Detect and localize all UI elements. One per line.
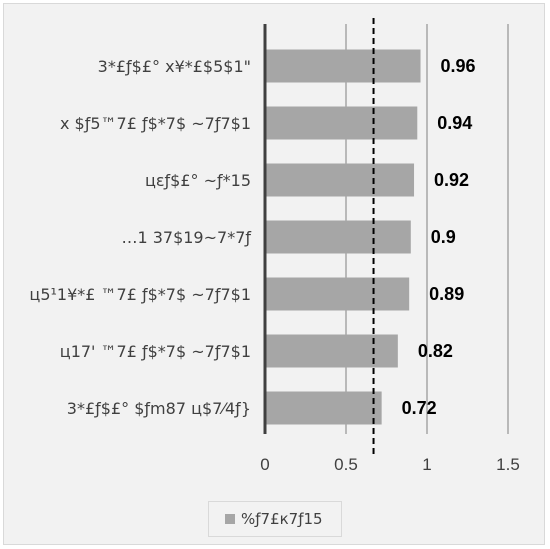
category-label: ц5¹1¥*£ ™7£ ƒ$*7$ ~7ƒ7$1: [29, 285, 251, 304]
data-label: 0.72: [402, 398, 437, 418]
bar-chart: 0 0.5 1 1.5 3*£ƒ$£° x¥*£$5$1" 0.96 x $ƒ5™7£ ƒ$…: [29, 18, 520, 474]
bar: [265, 391, 382, 425]
axes: [263, 18, 375, 456]
data-label: 0.89: [429, 284, 464, 304]
category-label: …1 37$19~7*7ƒ: [121, 228, 251, 247]
category-label: 3*£ƒ$£° x¥*£$5$1": [98, 57, 251, 76]
bar: [265, 334, 398, 368]
data-label: 0.92: [434, 170, 469, 190]
data-label: 0.96: [441, 56, 476, 76]
bar: [265, 163, 415, 197]
chart-frame: 0 0.5 1 1.5 3*£ƒ$£° x¥*£$5$1" 0.96 x $ƒ5™7£ ƒ$…: [3, 3, 545, 545]
data-label: 0.9: [431, 227, 456, 247]
x-tick-label: 1.5: [496, 455, 520, 474]
bar: [265, 277, 410, 311]
data-label: 0.94: [437, 113, 472, 133]
legend-swatch: [225, 514, 235, 524]
bar: [265, 220, 411, 254]
x-tick-label: 0.5: [334, 455, 358, 474]
bar: [265, 49, 421, 83]
category-label: 3*£ƒ$£° $ƒm87 ц$7⁄4ƒ}: [67, 399, 251, 418]
data-label: 0.82: [418, 341, 453, 361]
category-label: x $ƒ5™7£ ƒ$*7$ ~7ƒ7$1: [60, 114, 251, 133]
x-tick-label: 1: [422, 455, 431, 474]
category-label: цɛƒ$£° ~ƒ*15: [145, 171, 251, 190]
labels: 0 0.5 1 1.5 3*£ƒ$£° x¥*£$5$1" 0.96 x $ƒ5™7£ ƒ$…: [29, 56, 519, 474]
category-label: ц17' ™7£ ƒ$*7$ ~7ƒ7$1: [60, 342, 251, 361]
legend-label: %ƒ7£к7ƒ15: [241, 510, 323, 528]
bars: [265, 49, 421, 425]
bar: [265, 106, 418, 140]
x-tick-label: 0: [260, 455, 269, 474]
legend: %ƒ7£к7ƒ15: [208, 501, 342, 537]
